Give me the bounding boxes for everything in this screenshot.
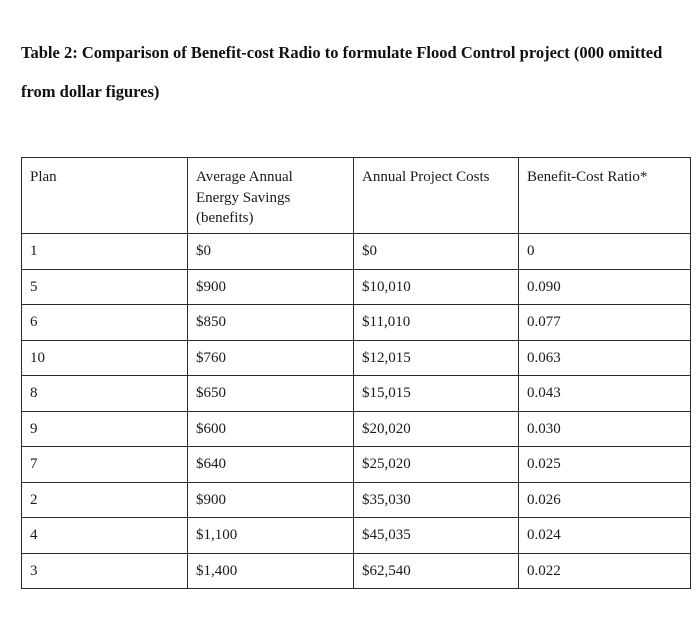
cell-benefit-cost-ratio: 0.090 xyxy=(518,268,691,305)
cell-project-costs: $25,020 xyxy=(353,446,519,483)
cell-benefit-cost-ratio: 0.025 xyxy=(518,446,691,483)
cell-energy-savings: $900 xyxy=(187,481,354,518)
column-header-benefit-cost-ratio: Benefit-Cost Ratio* xyxy=(518,157,691,234)
cell-plan: 9 xyxy=(21,410,188,447)
cell-project-costs: $12,015 xyxy=(353,339,519,376)
table-row: 2 $900 $35,030 0.026 xyxy=(21,481,691,518)
table-row: 6 $850 $11,010 0.077 xyxy=(21,304,691,341)
column-header-plan: Plan xyxy=(21,157,188,234)
column-header-project-costs: Annual Project Costs xyxy=(353,157,519,234)
cell-energy-savings: $0 xyxy=(187,233,354,270)
table-row: 10 $760 $12,015 0.063 xyxy=(21,339,691,376)
table-row: 4 $1,100 $45,035 0.024 xyxy=(21,517,691,554)
cell-project-costs: $15,015 xyxy=(353,375,519,412)
table-row: 1 $0 $0 0 xyxy=(21,233,691,270)
cell-project-costs: $20,020 xyxy=(353,410,519,447)
cell-energy-savings: $760 xyxy=(187,339,354,376)
table-caption-line-2: from dollar figures) xyxy=(21,82,160,101)
table-caption: Table 2: Comparison of Benefit-cost Radi… xyxy=(21,33,693,111)
cell-project-costs: $10,010 xyxy=(353,268,519,305)
cell-benefit-cost-ratio: 0.022 xyxy=(518,552,691,589)
cell-plan: 8 xyxy=(21,375,188,412)
cell-project-costs: $11,010 xyxy=(353,304,519,341)
cell-benefit-cost-ratio: 0.063 xyxy=(518,339,691,376)
cell-plan: 4 xyxy=(21,517,188,554)
table-header-row: Plan Average Annual Energy Savings (bene… xyxy=(21,157,691,234)
cell-project-costs: $62,540 xyxy=(353,552,519,589)
table-caption-line-1: Table 2: Comparison of Benefit-cost Radi… xyxy=(21,43,663,62)
table-row: 7 $640 $25,020 0.025 xyxy=(21,446,691,483)
cell-benefit-cost-ratio: 0.043 xyxy=(518,375,691,412)
cell-benefit-cost-ratio: 0.024 xyxy=(518,517,691,554)
table-row: 8 $650 $15,015 0.043 xyxy=(21,375,691,412)
cell-energy-savings: $650 xyxy=(187,375,354,412)
benefit-cost-table: Plan Average Annual Energy Savings (bene… xyxy=(21,157,691,589)
cell-plan: 3 xyxy=(21,552,188,589)
cell-plan: 5 xyxy=(21,268,188,305)
table-row: 5 $900 $10,010 0.090 xyxy=(21,268,691,305)
cell-energy-savings: $640 xyxy=(187,446,354,483)
column-header-energy-savings: Average Annual Energy Savings (benefits) xyxy=(187,157,354,234)
cell-plan: 10 xyxy=(21,339,188,376)
table-row: 3 $1,400 $62,540 0.022 xyxy=(21,552,691,589)
cell-energy-savings: $850 xyxy=(187,304,354,341)
cell-benefit-cost-ratio: 0.026 xyxy=(518,481,691,518)
cell-benefit-cost-ratio: 0 xyxy=(518,233,691,270)
cell-plan: 7 xyxy=(21,446,188,483)
cell-project-costs: $35,030 xyxy=(353,481,519,518)
cell-benefit-cost-ratio: 0.077 xyxy=(518,304,691,341)
cell-energy-savings: $900 xyxy=(187,268,354,305)
cell-project-costs: $0 xyxy=(353,233,519,270)
cell-energy-savings: $1,100 xyxy=(187,517,354,554)
cell-plan: 2 xyxy=(21,481,188,518)
cell-project-costs: $45,035 xyxy=(353,517,519,554)
cell-plan: 1 xyxy=(21,233,188,270)
cell-energy-savings: $600 xyxy=(187,410,354,447)
cell-plan: 6 xyxy=(21,304,188,341)
table-row: 9 $600 $20,020 0.030 xyxy=(21,410,691,447)
cell-energy-savings: $1,400 xyxy=(187,552,354,589)
cell-benefit-cost-ratio: 0.030 xyxy=(518,410,691,447)
